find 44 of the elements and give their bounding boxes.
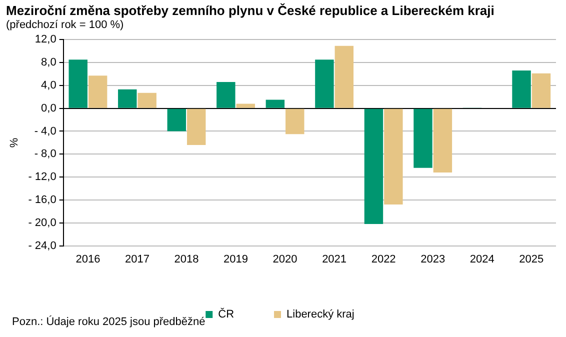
bar xyxy=(68,60,88,108)
bar xyxy=(138,92,156,108)
bar xyxy=(315,60,334,108)
bar xyxy=(88,76,108,108)
y-tick-label: - 24,0 xyxy=(28,240,56,252)
bar xyxy=(364,108,384,224)
y-tick-label: - 8,0 xyxy=(34,148,56,160)
y-tick-label: - 20,0 xyxy=(28,216,56,229)
x-tick-label: 2022 xyxy=(371,253,396,266)
text: Pozn.: Údaje roku 2025 jsou předběžné xyxy=(12,316,206,328)
bar xyxy=(286,108,304,134)
x-tick-label: 2024 xyxy=(470,253,494,266)
bar xyxy=(433,108,452,172)
bar xyxy=(266,100,285,108)
bar xyxy=(414,108,432,168)
x-tick-label: 2023 xyxy=(420,253,446,266)
x-tick-label: 2020 xyxy=(272,253,298,266)
y-tick-label: - 4,0 xyxy=(34,125,56,138)
x-tick-label: 2025 xyxy=(519,253,544,266)
y-tick-label: 4,0 xyxy=(41,79,56,92)
legend-label: Liberecký kraj xyxy=(286,308,354,321)
bar xyxy=(384,108,403,205)
bar xyxy=(512,70,531,108)
bar xyxy=(236,104,255,108)
bar xyxy=(167,108,186,132)
y-tick-label: 12,0 xyxy=(34,34,56,46)
x-tick-label: 2021 xyxy=(322,253,347,266)
chart-subtitle: (předchozí rok = 100 %) xyxy=(6,19,124,31)
legend-label: ČR xyxy=(218,308,234,321)
bar xyxy=(532,73,551,108)
y-tick-label: 8,0 xyxy=(41,56,56,69)
bar xyxy=(118,89,137,108)
bar xyxy=(186,108,206,145)
y-tick-label: 0,0 xyxy=(41,102,56,114)
x-tick-label: 2018 xyxy=(174,253,199,266)
bar xyxy=(216,82,236,108)
x-tick-label: 2017 xyxy=(124,253,150,266)
bar xyxy=(334,46,354,108)
x-tick-label: 2019 xyxy=(224,253,248,266)
y-tick-label: - 16,0 xyxy=(28,194,56,206)
y-axis-title: % xyxy=(8,138,21,148)
chart-title: Meziroční změna spotřeby zemního plynu v České republice a Libereckém kraji xyxy=(6,3,494,18)
x-tick-label: 2016 xyxy=(76,253,100,266)
y-tick-label: - 12,0 xyxy=(28,171,56,184)
